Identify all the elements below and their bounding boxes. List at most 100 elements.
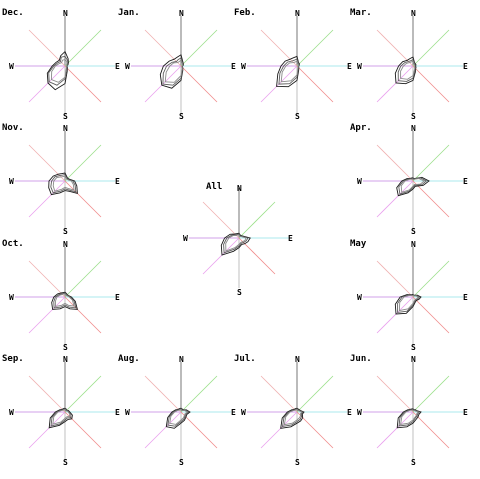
east-label: E <box>115 177 120 186</box>
axis-northeast <box>412 144 450 182</box>
rose-label: Jul. <box>234 354 256 364</box>
rose-label: Feb. <box>234 8 256 18</box>
west-label: W <box>9 177 14 186</box>
rose-series-2 <box>278 58 300 85</box>
rose-series-1 <box>46 50 69 91</box>
south-label: S <box>411 343 416 352</box>
rose-label: Mar. <box>350 8 372 18</box>
east-label: E <box>115 293 120 302</box>
north-label: N <box>63 9 68 18</box>
north-label: N <box>295 9 300 18</box>
rose-series-1 <box>280 407 305 429</box>
rose-series-3 <box>400 60 416 80</box>
west-label: W <box>357 293 362 302</box>
axis-northwest <box>144 375 182 413</box>
west-label: W <box>125 408 130 417</box>
west-label: W <box>241 62 246 71</box>
axis-northwest <box>376 144 414 182</box>
east-label: E <box>115 408 120 417</box>
wind-rose-sep: Sep. N S E W <box>2 354 120 467</box>
west-label: W <box>357 408 362 417</box>
rose-label: Oct. <box>2 239 24 249</box>
south-label: S <box>63 458 68 467</box>
axis-northeast <box>238 201 276 239</box>
axis-southeast <box>180 65 218 103</box>
rose-series-3 <box>52 408 71 425</box>
axis-northwest <box>144 29 182 67</box>
axis-northeast <box>180 375 218 413</box>
axis-northwest <box>28 144 66 182</box>
rose-series-3 <box>225 234 247 252</box>
north-label: N <box>63 355 68 364</box>
rose-series-3 <box>55 293 75 308</box>
axis-northeast <box>64 144 102 182</box>
rose-series-3 <box>398 294 419 312</box>
east-label: E <box>231 62 236 71</box>
east-label: E <box>463 62 468 71</box>
wind-rose-oct: Oct. N S E W <box>2 239 120 352</box>
east-label: E <box>347 62 352 71</box>
east-label: E <box>463 408 468 417</box>
west-label: W <box>241 408 246 417</box>
south-label: S <box>237 288 242 297</box>
axis-northwest <box>376 375 414 413</box>
axis-southwest <box>28 296 66 334</box>
rose-series-1 <box>276 55 300 88</box>
axis-northwest <box>28 375 66 413</box>
west-label: W <box>357 62 362 71</box>
south-label: S <box>411 458 416 467</box>
axis-southwest <box>376 180 414 218</box>
axis-southwest <box>376 411 414 449</box>
rose-series-2 <box>48 55 68 86</box>
rose-series-3 <box>164 59 183 83</box>
axis-northwest <box>260 29 298 67</box>
axis-northeast <box>180 29 218 67</box>
axis-northeast <box>64 375 102 413</box>
rose-series-1 <box>159 54 184 89</box>
wind-rose-dec: Dec. N S E W <box>2 8 120 121</box>
east-label: E <box>115 62 120 71</box>
wind-rose-nov: Nov. N S E W <box>2 123 120 236</box>
axis-southeast <box>64 180 102 218</box>
axis-northwest <box>260 375 298 413</box>
south-label: S <box>295 458 300 467</box>
axis-southeast <box>412 180 450 218</box>
axis-northeast <box>64 29 102 67</box>
axis-southeast <box>412 296 450 334</box>
north-label: N <box>179 9 184 18</box>
axis-northeast <box>296 29 334 67</box>
rose-series-2 <box>397 294 421 313</box>
west-label: W <box>125 62 130 71</box>
wind-rose-apr: Apr. N S E W <box>350 123 468 236</box>
rose-series-1 <box>51 291 78 310</box>
rose-series-3 <box>283 408 303 426</box>
south-label: S <box>63 227 68 236</box>
axis-northeast <box>64 260 102 298</box>
rose-label: Aug. <box>118 354 140 364</box>
axis-northeast <box>412 375 450 413</box>
axis-southeast <box>412 411 450 449</box>
west-label: W <box>9 408 14 417</box>
rose-series-3 <box>169 408 189 425</box>
rose-series-1 <box>220 232 251 256</box>
west-label: W <box>9 293 14 302</box>
rose-series-1 <box>394 56 417 85</box>
axis-northwest <box>202 201 240 239</box>
south-label: S <box>63 343 68 352</box>
axis-northwest <box>376 260 414 298</box>
axis-southeast <box>412 65 450 103</box>
south-label: S <box>411 227 416 236</box>
rose-series-2 <box>397 58 416 82</box>
rose-series-3 <box>52 175 75 192</box>
east-label: E <box>347 408 352 417</box>
rose-label: Apr. <box>350 123 372 133</box>
west-label: W <box>183 234 188 243</box>
south-label: S <box>179 112 184 121</box>
rose-series-2 <box>398 177 428 195</box>
axis-northeast <box>412 260 450 298</box>
